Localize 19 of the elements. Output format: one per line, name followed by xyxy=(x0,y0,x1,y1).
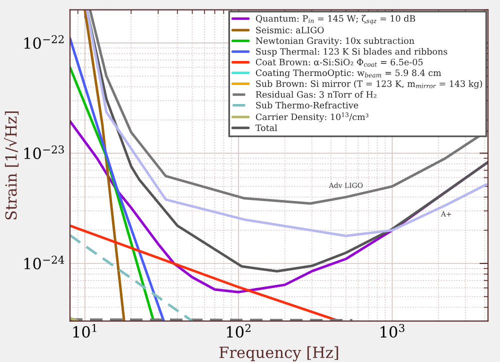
legend-label: Susp Thermal: 123 K Si blades and ribbons xyxy=(256,48,448,56)
legend-label: Carrier Density: 10$^{13}$/cm³ xyxy=(256,112,368,122)
legend-label: Seismic: aLIGO xyxy=(256,26,324,34)
y-axis-title: Strain [1/√Hz] xyxy=(4,112,19,220)
y-tick-label: 10$^{−22}$ xyxy=(24,35,64,49)
y-tick-label: 10$^{−23}$ xyxy=(24,145,64,160)
legend-label: Quantum: P$_{in}$ = 145 W; ζ$_{sqz}$ = 10 dB xyxy=(256,15,416,24)
legend-label: Total xyxy=(256,124,278,132)
legend-label: Coat Brown: α-Si:SiO₂ Φ$_{coat}$ = 6.5e-05 xyxy=(256,58,423,67)
x-tick-label: 10$^{1}$ xyxy=(73,324,96,338)
legend-label: Newtonian Gravity: 10x subtraction xyxy=(256,37,414,46)
x-axis-title: Frequency [Hz] xyxy=(219,346,338,362)
legend-label: Coating ThermoOptic: w$_{beam}$ = 5.9 8.4 cm xyxy=(256,69,442,78)
x-tick-label: 10$^{2}$ xyxy=(226,324,250,338)
y-tick-label: 10$^{−24}$ xyxy=(24,256,64,270)
legend-label: Sub Brown: Si mirror (T = 123 K, m$_{mirror}$ = 143 kg) xyxy=(256,80,482,89)
x-tick-label: 10$^{3}$ xyxy=(380,324,404,338)
legend-label: Sub Thermo-Refractive xyxy=(256,102,358,108)
legend-label: Residual Gas: 3 nTorr of H₂ xyxy=(256,91,376,98)
